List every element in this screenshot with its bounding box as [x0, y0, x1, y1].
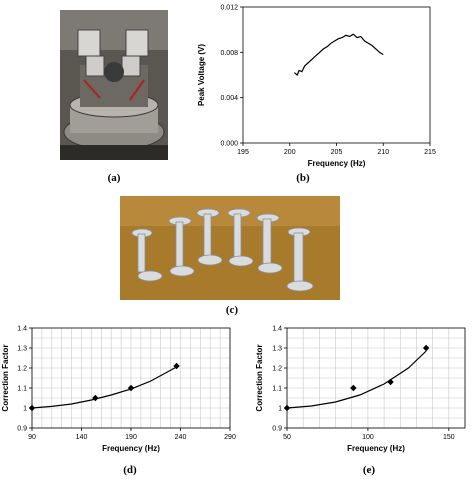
- plot-frame: [242, 6, 431, 144]
- x-tick-label: 290: [224, 434, 236, 441]
- y-tick-label: 0.012: [220, 5, 238, 12]
- x-tick-label: 100: [362, 434, 374, 441]
- x-axis-label: Frequency (Hz): [102, 444, 160, 453]
- data-point: [28, 404, 36, 412]
- chart-correction-factor-e: 50 100 150 0.9 1 1.1 1.2 1.3 1.4 Frequency (Hz) Co…: [255, 326, 466, 453]
- x-tick-label: 215: [424, 149, 436, 156]
- x-tick-label: 195: [237, 149, 249, 156]
- caption-a: (a): [107, 172, 121, 184]
- chart-peak-voltage: 195 200 205 210 215 0.000 0.004 0.008 0.012 Frequ…: [197, 5, 436, 169]
- y-tick-label: 1.3: [17, 346, 27, 353]
- y-axis-label: Correction Factor: [1, 344, 10, 411]
- y-tick-label: 0.004: [220, 95, 238, 102]
- caption-b: (b): [296, 172, 310, 184]
- data-point: [283, 404, 291, 412]
- photo-apparatus: [60, 10, 168, 160]
- x-tick-label: 90: [28, 434, 36, 441]
- trend-line: [31, 366, 177, 409]
- y-tick-label: 1.2: [272, 366, 282, 373]
- data-point: [387, 378, 394, 386]
- y-tick-label: 1.1: [17, 386, 27, 393]
- x-axis-label: Frequency (Hz): [347, 444, 405, 453]
- x-axis-label: Frequency (Hz): [308, 159, 366, 168]
- y-tick-label: 0.008: [220, 50, 238, 57]
- y-tick-label: 0.9: [17, 426, 27, 433]
- caption-c: (c): [225, 304, 239, 316]
- y-tick-label: 0.9: [272, 426, 282, 433]
- data-point: [422, 344, 430, 352]
- x-tick-label: 200: [284, 149, 296, 156]
- data-point: [173, 362, 180, 370]
- series-line: [294, 33, 384, 76]
- x-tick-label: 240: [175, 434, 187, 441]
- y-tick-label: 1: [23, 406, 27, 413]
- y-tick-label: 1: [278, 406, 282, 413]
- photo-spacer-rods: [120, 196, 340, 300]
- y-tick-label: 1.4: [17, 326, 27, 333]
- y-tick-label: 1.3: [272, 346, 282, 353]
- trend-line: [286, 350, 427, 409]
- data-point: [127, 384, 135, 392]
- x-tick-label: 190: [125, 434, 137, 441]
- x-tick-label: 50: [283, 434, 291, 441]
- y-axis-label: Peak Voltage (V): [197, 44, 206, 106]
- caption-d: (d): [123, 464, 137, 476]
- x-tick-label: 140: [76, 434, 88, 441]
- chart-correction-factor-d: 90 140 190 240 290 0.9 1 1.1 1.2 1.3 1.4 Frequency …: [1, 326, 236, 454]
- spacer-rods-photo-icon: [120, 196, 340, 300]
- y-axis-label: Correction Factor: [255, 344, 264, 411]
- x-tick-label: 210: [377, 149, 389, 156]
- plot-frame: [286, 327, 466, 429]
- data-point: [92, 394, 99, 402]
- y-tick-label: 1.4: [272, 326, 282, 333]
- x-tick-label: 150: [443, 434, 455, 441]
- y-tick-label: 1.2: [17, 366, 27, 373]
- x-tick-label: 205: [331, 149, 343, 156]
- caption-e: (e): [362, 464, 376, 476]
- data-point: [350, 384, 357, 392]
- y-tick-label: 0.000: [220, 141, 238, 148]
- vacuum-chamber-photo-icon: [60, 10, 168, 160]
- y-tick-label: 1.1: [272, 386, 282, 393]
